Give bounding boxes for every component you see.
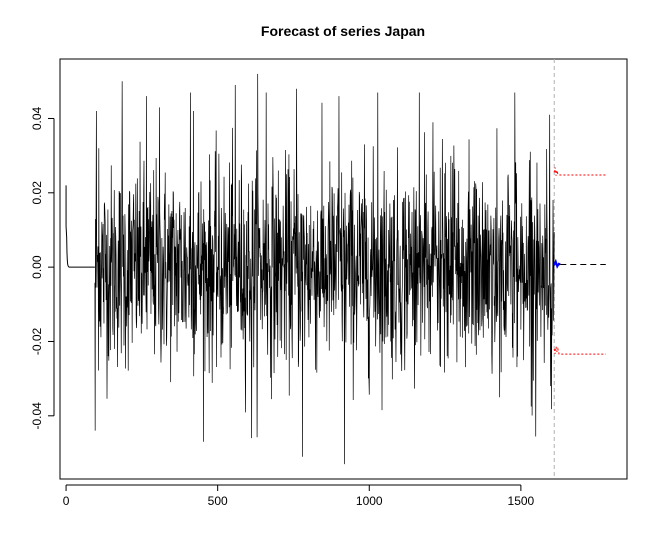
- y-axis: -0.04 -0.02 0.00 0.02 0.04: [30, 106, 55, 430]
- chart-title: Forecast of series Japan: [261, 23, 425, 39]
- forecast-mean-line: [553, 258, 561, 269]
- x-axis: 0 500 1000 1500: [63, 484, 535, 508]
- y-tick-label: 0.04: [30, 106, 44, 130]
- y-tick-label: -0.02: [30, 327, 44, 355]
- x-tick-label: 1500: [508, 494, 535, 508]
- y-tick-label: 0.00: [30, 255, 44, 279]
- lower-bound-line: [553, 346, 606, 355]
- observed-series-noise: [94, 73, 555, 465]
- plot-area-frame: [59, 58, 628, 480]
- y-tick-label: 0.02: [30, 181, 44, 205]
- x-tick-label: 0: [63, 494, 70, 508]
- upper-bound-line: [553, 167, 606, 176]
- observed-series-line: [65, 185, 95, 268]
- x-tick-label: 500: [208, 494, 228, 508]
- y-tick-label: -0.04: [30, 402, 44, 430]
- x-tick-label: 1000: [356, 494, 383, 508]
- plot-content: [65, 59, 606, 479]
